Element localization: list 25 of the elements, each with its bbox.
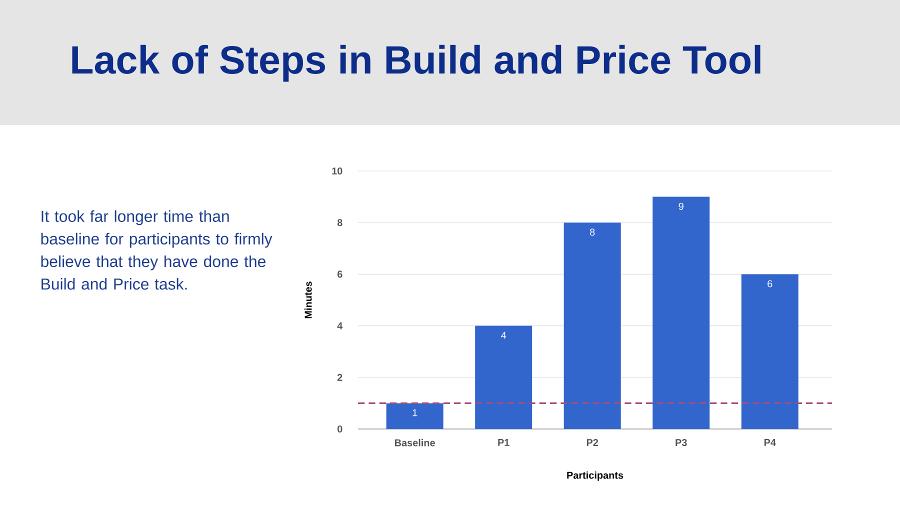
- chart-title: Lack of Steps in Build and Price Tool: [72, 44, 760, 82]
- x-axis-title: Participants: [567, 471, 624, 481]
- x-tick-label: P2: [586, 439, 598, 446]
- y-tick-label: 6: [337, 270, 342, 278]
- data-label: 1: [412, 409, 418, 416]
- y-axis-title: Minutes: [304, 282, 312, 318]
- text: It took far longer time than baseline for participants to firmly believe that they have done the Build and Price task.: [41, 210, 272, 290]
- bar: [741, 274, 798, 429]
- data-label: 4: [501, 332, 506, 339]
- data-label: 6: [768, 280, 772, 288]
- x-tick-label: P3: [676, 439, 687, 446]
- y-tick-label: 4: [337, 322, 343, 330]
- y-tick-label: 2: [337, 374, 342, 381]
- bar: [386, 403, 444, 429]
- x-tick-label: P1: [498, 439, 510, 446]
- y-tick-label: 8: [337, 219, 342, 226]
- bar: [564, 222, 621, 429]
- y-tick-label: 0: [338, 425, 342, 433]
- y-tick-label: 10: [332, 167, 342, 175]
- bar: [652, 196, 710, 429]
- data-label: 9: [678, 202, 684, 210]
- data-label: 8: [590, 228, 595, 236]
- x-tick-label: P4: [764, 439, 776, 446]
- bar: [475, 326, 532, 429]
- x-tick-label: Baseline: [394, 439, 435, 446]
